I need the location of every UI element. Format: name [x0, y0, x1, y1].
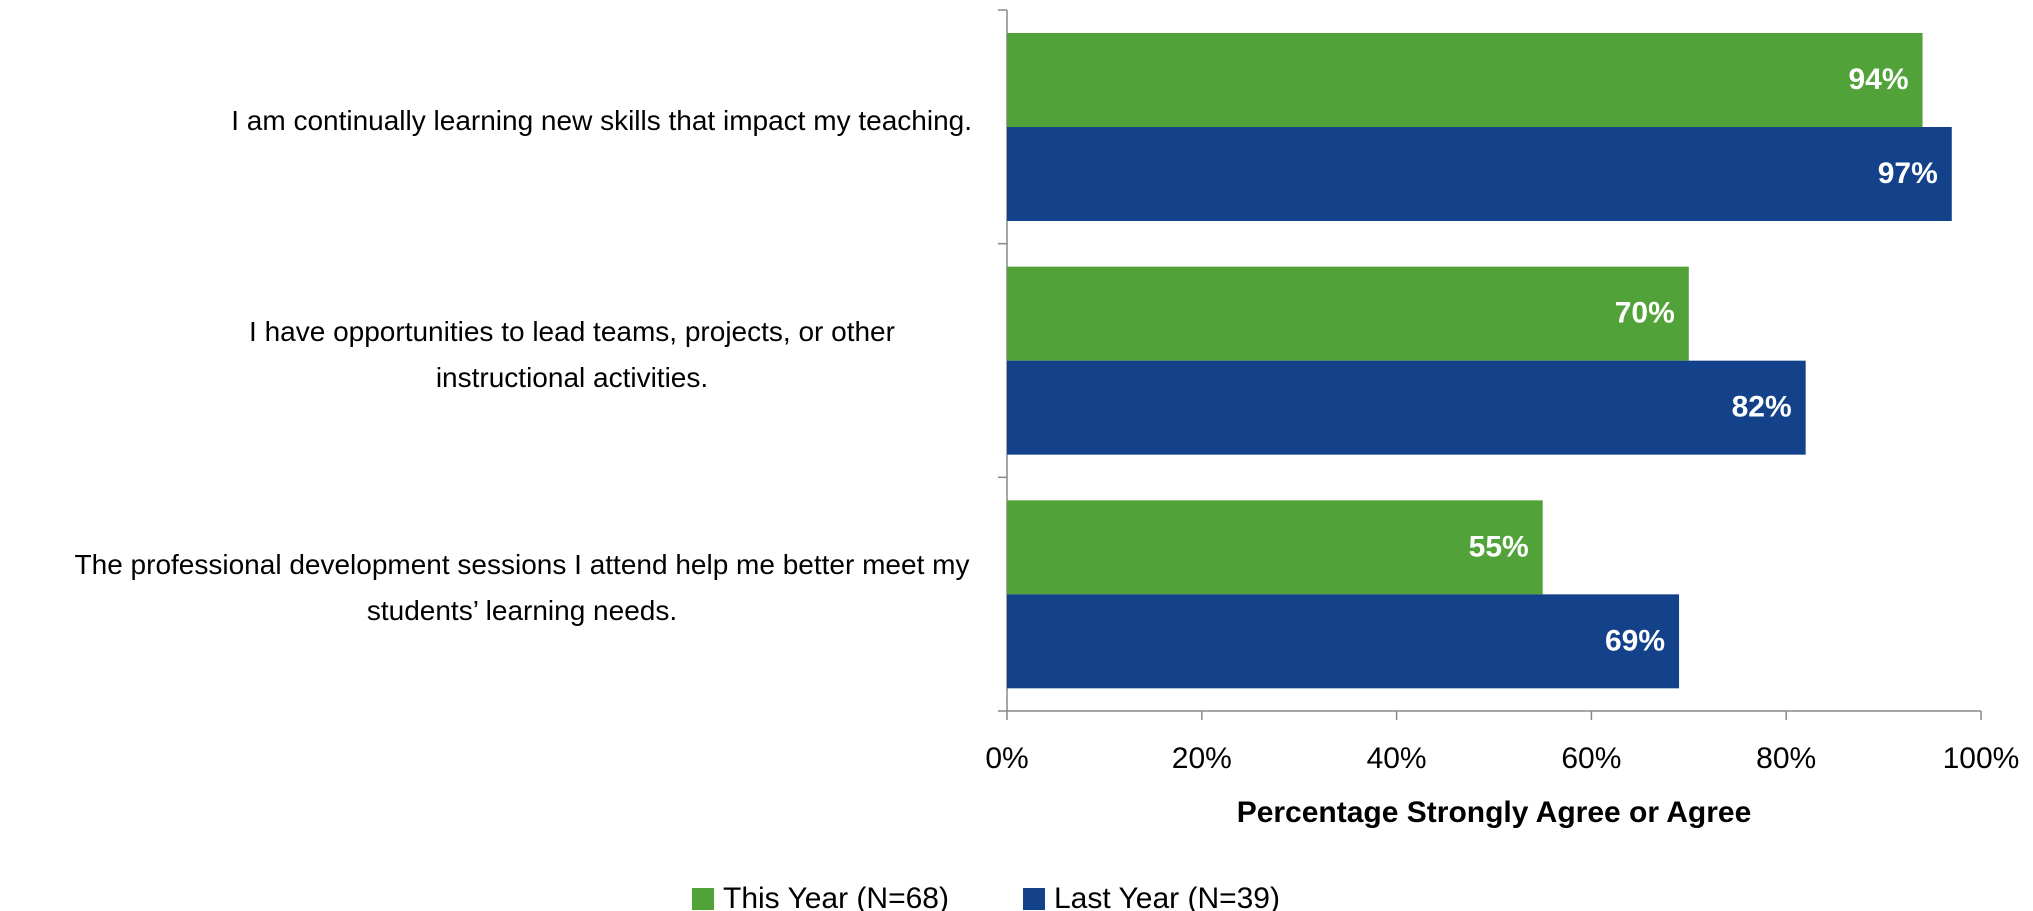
bar	[1007, 594, 1680, 689]
x-tick-label: 80%	[1756, 742, 1816, 775]
bar	[1007, 127, 1952, 221]
x-tick-label: 40%	[1367, 742, 1427, 775]
value-label: 70%	[1615, 297, 1675, 330]
value-label: 82%	[1732, 391, 1792, 424]
category-label: I am continually learning new skills tha…	[231, 104, 972, 136]
legend-label: This Year (N=68)	[723, 882, 949, 911]
value-label: 55%	[1469, 530, 1529, 563]
bar	[1007, 266, 1689, 361]
bar	[1007, 500, 1543, 595]
x-tick-label: 0%	[985, 742, 1028, 775]
legend-swatch	[692, 888, 714, 910]
legend-label: Last Year (N=39)	[1054, 882, 1280, 911]
category-label-box: I have opportunities to lead teams, proj…	[172, 309, 972, 401]
legend-swatch	[1023, 888, 1045, 910]
value-label: 97%	[1878, 157, 1938, 190]
category-label: I have opportunities to lead teams, proj…	[249, 315, 895, 393]
x-axis-title: Percentage Strongly Agree or Agree	[1237, 796, 1752, 829]
bar	[1007, 360, 1806, 455]
x-tick-label: 60%	[1561, 742, 1621, 775]
value-label: 94%	[1849, 63, 1909, 96]
category-label: The professional development sessions I …	[74, 549, 970, 627]
category-label-box: The professional development sessions I …	[72, 542, 972, 634]
x-tick-label: 100%	[1943, 742, 2020, 775]
value-label: 69%	[1605, 624, 1665, 657]
category-label-box: I am continually learning new skills tha…	[231, 98, 972, 144]
bar	[1007, 33, 1923, 127]
x-tick-label: 20%	[1172, 742, 1232, 775]
